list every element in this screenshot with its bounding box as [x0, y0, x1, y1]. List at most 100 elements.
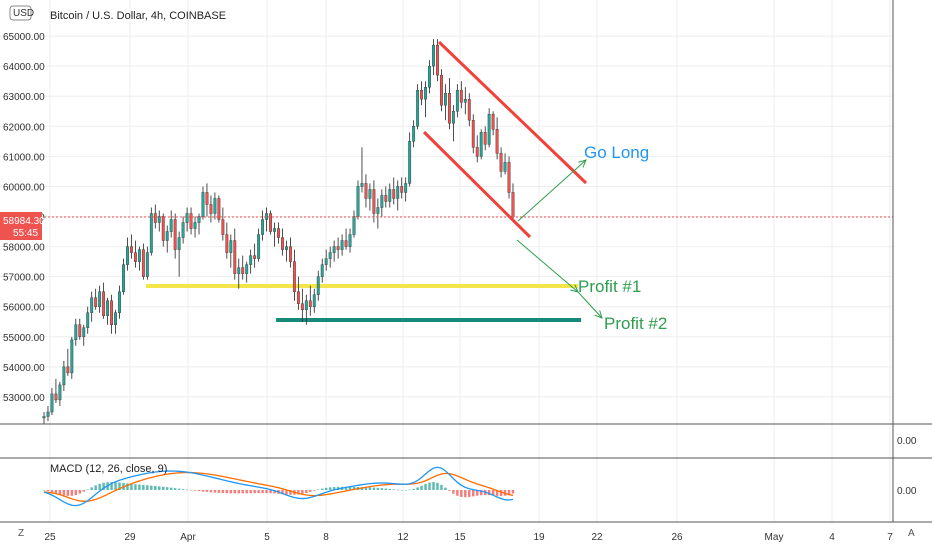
candle-body: [451, 111, 455, 124]
candle-body: [483, 132, 487, 145]
auto-scale-left-button[interactable]: Z: [18, 528, 25, 539]
macd-histogram-bar: [66, 490, 70, 496]
candle-body: [90, 297, 94, 313]
candle-body: [308, 300, 312, 307]
candle-body: [253, 255, 257, 259]
macd-histogram-bar: [388, 488, 392, 490]
candle-body: [86, 312, 90, 328]
macd-histogram-bar: [98, 483, 101, 490]
macd-histogram-bar: [368, 487, 372, 490]
macd-histogram-bar: [118, 482, 121, 490]
candle-body: [261, 219, 265, 235]
macd-histogram-bar: [177, 488, 181, 490]
macd-histogram-bar: [78, 490, 82, 494]
macd-signal-line: [43, 471, 514, 502]
candle-body: [503, 162, 507, 172]
macd-histogram-bar: [261, 490, 264, 494]
macd-histogram-bar: [114, 482, 117, 490]
candle-body: [114, 312, 117, 325]
macd-histogram-bar: [297, 490, 300, 495]
candle-body: [495, 129, 499, 154]
macd-histogram-bar: [50, 490, 54, 493]
macd-histogram-bar: [130, 483, 133, 490]
y-tick-label: 53000.00: [3, 393, 45, 404]
auto-scale-right-button[interactable]: A: [908, 528, 915, 539]
candle-body: [221, 219, 225, 235]
currency-badge[interactable]: USD: [9, 5, 34, 21]
candle-body: [185, 213, 189, 223]
macd-histogram-bar: [169, 487, 173, 490]
candle-body: [507, 162, 511, 193]
macd-histogram-bar: [197, 490, 201, 492]
trend-drawings[interactable]: [422, 40, 603, 319]
go-long-arrow-head: [578, 159, 587, 168]
macd-histogram-bar: [332, 486, 336, 490]
x-tick-label: 25: [44, 532, 56, 543]
macd-histogram-bar: [213, 490, 217, 493]
macd-histogram-bar: [424, 483, 427, 490]
y-tick-label: 55000.00: [3, 333, 45, 344]
candle-body: [471, 120, 475, 148]
candle-body: [463, 99, 467, 103]
candle-body: [487, 114, 491, 145]
candle-body: [66, 366, 70, 374]
svg-text:58984.30: 58984.30: [3, 216, 45, 227]
x-tick-label: 22: [591, 532, 603, 543]
x-tick-label: Apr: [180, 532, 196, 543]
macd-histogram-bar: [249, 490, 252, 494]
candle-body: [285, 246, 288, 250]
macd-histogram-bar: [233, 490, 237, 494]
macd-histogram-bar: [444, 487, 447, 490]
macd-histogram-bar: [317, 489, 320, 491]
candle-body: [213, 198, 217, 214]
macd-histogram-bar: [460, 490, 463, 497]
candle-body: [201, 192, 205, 217]
candle-body: [400, 186, 404, 193]
support-lines: [146, 284, 581, 322]
macd-zero-label: 0.00: [897, 486, 917, 497]
macd-histogram-bar: [352, 486, 356, 490]
channel-lower-line: [422, 130, 532, 239]
go-long-arrow: [517, 159, 587, 222]
x-tick-label: May: [765, 532, 784, 543]
candle-body: [364, 183, 368, 199]
candle-body: [404, 183, 408, 193]
macd-histogram-bar: [452, 490, 455, 494]
macd-histogram-bar: [456, 490, 459, 496]
macd-histogram-bar: [348, 486, 352, 490]
macd-histogram-bar: [269, 490, 272, 494]
candle-body: [424, 87, 427, 100]
macd-histogram-bar: [110, 482, 113, 490]
y-tick-label: 56000.00: [3, 303, 45, 314]
x-tick-label: 7: [887, 532, 893, 543]
candle-body: [475, 147, 479, 157]
candle-body: [161, 216, 165, 241]
candle-body: [141, 249, 145, 277]
macd-histogram-bar: [94, 485, 97, 490]
macd-histogram-bar: [42, 490, 46, 491]
macd-histogram-bar: [472, 490, 475, 497]
macd-histogram-bar: [201, 490, 205, 492]
candle-body: [288, 246, 292, 262]
macd-histogram-bar: [507, 490, 511, 495]
middle-pane-value: 0.00: [897, 436, 917, 447]
macd-histogram-bar: [428, 482, 431, 490]
candle-body: [428, 65, 431, 88]
last-price-label: 58984.30 55:45: [0, 212, 45, 240]
macd-histogram-bar: [281, 490, 284, 495]
candle-body: [499, 153, 503, 172]
candle-body: [46, 411, 50, 417]
svg-text:55:45: 55:45: [13, 228, 38, 239]
candle-body: [348, 234, 352, 247]
candle-body: [440, 74, 443, 106]
macd-histogram-bar: [495, 490, 499, 496]
candle-body: [384, 195, 388, 202]
candle-body: [368, 189, 372, 199]
profit-2-arrow: [577, 291, 603, 319]
candle-body: [181, 222, 185, 238]
x-tick-label: 8: [323, 532, 329, 543]
candle-body: [249, 255, 253, 265]
candle-body: [58, 384, 62, 401]
profit-2-label: Profit #2: [604, 314, 667, 333]
